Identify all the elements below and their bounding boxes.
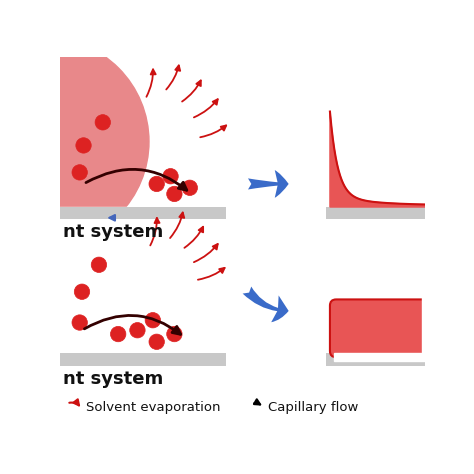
Bar: [22, 207, 253, 422]
Bar: [61, 207, 226, 219]
Text: Solvent evaporation: Solvent evaporation: [86, 401, 220, 414]
Circle shape: [0, 37, 149, 246]
Circle shape: [72, 315, 87, 330]
Circle shape: [110, 327, 126, 342]
Circle shape: [91, 257, 107, 273]
Circle shape: [72, 164, 87, 180]
Circle shape: [149, 334, 164, 349]
Bar: [61, 353, 226, 365]
Circle shape: [95, 115, 110, 130]
Bar: [22, 353, 253, 422]
Bar: [326, 207, 426, 219]
Polygon shape: [330, 111, 426, 207]
Text: nt system: nt system: [63, 223, 163, 241]
Bar: [422, 296, 446, 353]
Text: nt system: nt system: [63, 370, 163, 388]
Circle shape: [76, 138, 91, 153]
Text: Capillary flow: Capillary flow: [268, 401, 359, 414]
FancyBboxPatch shape: [330, 300, 430, 357]
Circle shape: [149, 176, 164, 191]
Circle shape: [145, 312, 161, 328]
Circle shape: [182, 180, 198, 195]
Bar: [326, 353, 426, 365]
Circle shape: [74, 284, 90, 300]
Circle shape: [0, 188, 149, 396]
Circle shape: [167, 327, 182, 342]
Bar: [334, 353, 449, 361]
Circle shape: [130, 322, 145, 338]
Circle shape: [163, 169, 178, 184]
Circle shape: [167, 186, 182, 201]
